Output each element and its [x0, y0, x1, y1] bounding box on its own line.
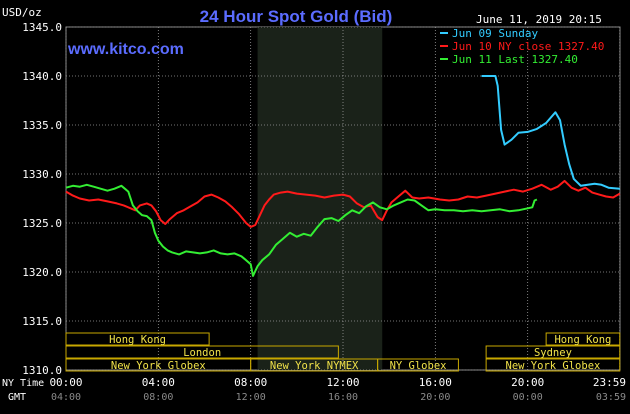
session-bar — [65, 332, 210, 346]
gmt-label: GMT — [8, 392, 26, 403]
session-label: Sydney — [534, 347, 572, 359]
y-tick-label: 1335.0 — [22, 119, 62, 132]
session-bar — [377, 358, 459, 372]
y-tick-label: 1315.0 — [22, 315, 62, 328]
ny-tick-label: 20:00 — [511, 376, 544, 389]
unit-label: USD/oz — [2, 6, 42, 19]
date-stamp: June 11, 2019 20:15 — [476, 13, 602, 26]
session-label: Hong Kong — [109, 334, 166, 346]
session-label: NY Globex — [390, 360, 447, 372]
y-tick-label: 1325.0 — [22, 217, 62, 230]
series-line — [65, 183, 538, 277]
ny-tick-label: 12:00 — [326, 376, 359, 389]
y-tick-label: 1310.0 — [22, 364, 62, 377]
session-bar — [485, 345, 621, 359]
legend-label: Jun 10 NY close 1327.40 — [452, 40, 604, 53]
series-line — [65, 179, 621, 228]
chart-title: 24 Hour Spot Gold (Bid) — [200, 7, 393, 26]
market-hours-shade — [257, 27, 383, 370]
gmt-tick-label: 12:00 — [236, 392, 266, 403]
session-label: New York NYMEX — [270, 360, 359, 372]
legend-label: Jun 09 Sunday — [452, 27, 538, 40]
session-bar — [65, 345, 339, 359]
gmt-tick-label: 04:00 — [51, 392, 81, 403]
session-bar — [545, 332, 621, 346]
ny-tick-label: 23:59 — [593, 376, 626, 389]
gmt-tick-label: 08:00 — [143, 392, 173, 403]
site-link[interactable]: www.kitco.com — [67, 41, 184, 58]
series-line — [481, 75, 620, 190]
y-tick-label: 1345.0 — [22, 21, 62, 34]
y-tick-label: 1340.0 — [22, 70, 62, 83]
y-tick-label: 1320.0 — [22, 266, 62, 279]
legend-label: Jun 11 Last 1327.40 — [452, 53, 578, 66]
gmt-tick-label: 00:00 — [513, 392, 543, 403]
gmt-tick-label: 16:00 — [328, 392, 358, 403]
session-label: New York Globex — [506, 360, 601, 372]
ny-tick-label: 16:00 — [419, 376, 452, 389]
y-tick-label: 1330.0 — [22, 168, 62, 181]
ny-time-label: NY Time — [2, 378, 44, 389]
session-label: Hong Kong — [554, 334, 611, 346]
ny-tick-label: 08:00 — [234, 376, 267, 389]
ny-tick-label: 04:00 — [142, 376, 175, 389]
session-label: New York Globex — [111, 360, 206, 372]
gmt-tick-label: 03:59 — [596, 392, 626, 403]
ny-tick-label: 00:00 — [49, 376, 82, 389]
session-bar — [485, 358, 621, 372]
session-label: London — [183, 347, 221, 359]
gmt-tick-label: 20:00 — [420, 392, 450, 403]
